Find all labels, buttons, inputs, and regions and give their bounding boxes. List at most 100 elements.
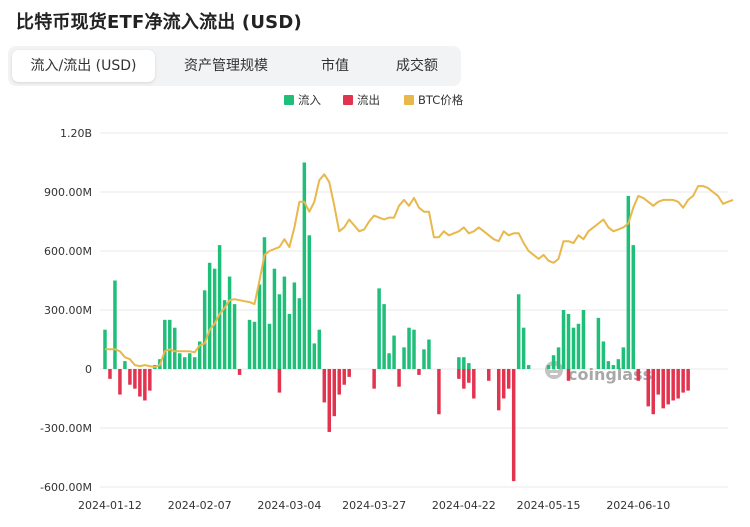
inflow-bar[interactable] (462, 357, 466, 369)
inflow-bar[interactable] (566, 313, 571, 369)
outflow-bar[interactable] (118, 369, 122, 395)
outflow-bar[interactable] (108, 369, 112, 379)
inflow-bar[interactable] (103, 329, 107, 369)
inflow-bar[interactable] (457, 357, 461, 369)
inflow-bar[interactable] (192, 357, 197, 369)
inflow-bar[interactable] (252, 321, 257, 369)
tab-flow[interactable]: 流入/流出 (USD) (12, 50, 155, 82)
inflow-bar[interactable] (267, 323, 272, 369)
outflow-bar[interactable] (671, 369, 675, 401)
legend-label-inflow[interactable]: 流入 (298, 93, 321, 107)
outflow-bar[interactable] (566, 369, 571, 381)
tab-volume[interactable]: 成交额 (396, 58, 438, 74)
inflow-bar[interactable] (272, 268, 277, 369)
inflow-bar[interactable] (217, 245, 222, 369)
inflow-bar[interactable] (277, 294, 282, 369)
inflow-bar[interactable] (187, 353, 192, 369)
inflow-bar[interactable] (407, 327, 411, 369)
inflow-bar[interactable] (312, 343, 317, 369)
inflow-bar[interactable] (561, 310, 566, 369)
inflow-bar[interactable] (521, 327, 526, 369)
outflow-bar[interactable] (666, 369, 670, 405)
outflow-bar[interactable] (487, 369, 491, 381)
inflow-bar[interactable] (123, 361, 127, 369)
inflow-bar[interactable] (611, 365, 616, 369)
outflow-bar[interactable] (656, 369, 660, 395)
inflow-bar[interactable] (621, 347, 626, 369)
outflow-bar[interactable] (148, 369, 152, 391)
outflow-bar[interactable] (636, 369, 641, 381)
inflow-bar[interactable] (576, 323, 581, 369)
outflow-bar[interactable] (128, 369, 132, 385)
outflow-bar[interactable] (681, 369, 685, 393)
outflow-bar[interactable] (337, 369, 341, 395)
inflow-bar[interactable] (601, 341, 606, 369)
inflow-bar[interactable] (427, 339, 431, 370)
inflow-bar[interactable] (262, 237, 267, 369)
outflow-bar[interactable] (686, 369, 690, 391)
inflow-bar[interactable] (556, 347, 561, 369)
inflow-bar[interactable] (232, 304, 237, 369)
inflow-bar[interactable] (467, 363, 471, 369)
inflow-bar[interactable] (422, 349, 426, 369)
outflow-bar[interactable] (347, 369, 351, 377)
inflow-bar[interactable] (292, 282, 297, 369)
outflow-bar[interactable] (372, 369, 376, 389)
inflow-bar[interactable] (616, 359, 621, 369)
inflow-bar[interactable] (173, 327, 177, 369)
inflow-bar[interactable] (222, 300, 227, 369)
inflow-bar[interactable] (197, 341, 202, 369)
inflow-bar[interactable] (571, 327, 576, 369)
outflow-bar[interactable] (511, 369, 516, 482)
inflow-bar[interactable] (402, 347, 406, 369)
inflow-bar[interactable] (551, 355, 556, 369)
outflow-bar[interactable] (327, 369, 332, 432)
inflow-bar[interactable] (282, 276, 287, 369)
inflow-bar[interactable] (516, 294, 521, 369)
outflow-bar[interactable] (467, 369, 471, 383)
tab-aum[interactable]: 资产管理规模 (184, 58, 268, 74)
inflow-bar[interactable] (287, 313, 292, 369)
outflow-bar[interactable] (457, 369, 461, 379)
inflow-bar[interactable] (202, 290, 207, 369)
outflow-bar[interactable] (397, 369, 401, 387)
inflow-bar[interactable] (113, 280, 117, 370)
inflow-bar[interactable] (412, 329, 416, 369)
inflow-bar[interactable] (606, 361, 611, 369)
inflow-bar[interactable] (387, 353, 391, 369)
inflow-bar[interactable] (178, 353, 182, 369)
inflow-bar[interactable] (526, 365, 531, 369)
inflow-bar[interactable] (212, 268, 217, 369)
inflow-bar[interactable] (163, 319, 167, 369)
outflow-bar[interactable] (496, 369, 501, 411)
inflow-bar[interactable] (377, 288, 381, 369)
inflow-bar[interactable] (227, 276, 232, 369)
inflow-bar[interactable] (596, 317, 601, 369)
inflow-bar[interactable] (182, 357, 187, 369)
outflow-bar[interactable] (676, 369, 680, 399)
inflow-bar[interactable] (247, 319, 252, 369)
inflow-bar[interactable] (626, 195, 631, 369)
outflow-bar[interactable] (661, 369, 665, 409)
outflow-bar[interactable] (646, 369, 650, 407)
legend-label-outflow[interactable]: 流出 (357, 93, 380, 107)
outflow-bar[interactable] (342, 369, 346, 385)
inflow-bar[interactable] (581, 310, 586, 369)
outflow-bar[interactable] (237, 369, 242, 375)
inflow-bar[interactable] (207, 262, 212, 369)
outflow-bar[interactable] (322, 369, 327, 403)
btc-price-series-line[interactable] (105, 173, 734, 368)
inflow-bar[interactable] (546, 365, 551, 369)
outflow-bar[interactable] (462, 369, 466, 389)
inflow-bar[interactable] (257, 284, 262, 369)
legend-label-btc[interactable]: BTC价格 (418, 93, 464, 107)
outflow-bar[interactable] (651, 369, 655, 415)
inflow-bar[interactable] (307, 235, 312, 369)
outflow-bar[interactable] (506, 369, 511, 389)
outflow-bar[interactable] (143, 369, 147, 401)
inflow-bar[interactable] (302, 162, 307, 370)
inflow-bar[interactable] (168, 319, 172, 369)
inflow-bar[interactable] (382, 304, 386, 369)
inflow-bar[interactable] (317, 329, 322, 369)
outflow-bar[interactable] (501, 369, 506, 399)
